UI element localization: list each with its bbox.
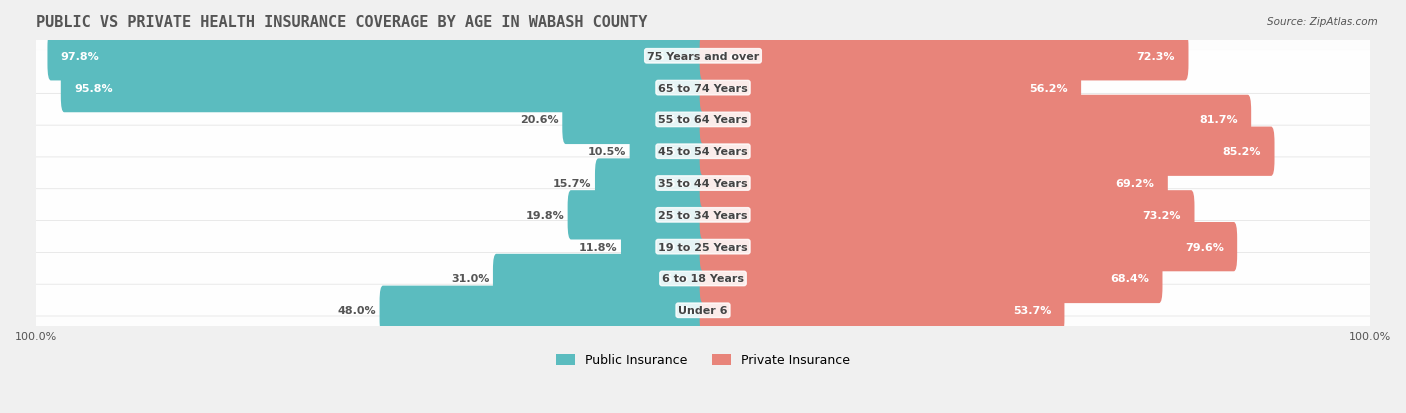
Text: 20.6%: 20.6% [520,115,560,125]
FancyBboxPatch shape [700,191,1195,240]
Text: 11.8%: 11.8% [579,242,617,252]
Text: 85.2%: 85.2% [1223,147,1261,157]
FancyBboxPatch shape [630,127,706,176]
FancyBboxPatch shape [48,32,706,81]
Text: 25 to 34 Years: 25 to 34 Years [661,210,745,220]
Legend: Public Insurance, Private Insurance: Public Insurance, Private Insurance [551,349,855,372]
Text: 97.8%: 97.8% [60,52,100,62]
Text: 65 to 74 Years: 65 to 74 Years [661,83,745,93]
Text: PUBLIC VS PRIVATE HEALTH INSURANCE COVERAGE BY AGE IN WABASH COUNTY: PUBLIC VS PRIVATE HEALTH INSURANCE COVER… [37,15,648,30]
Text: 73.2%: 73.2% [1143,210,1181,220]
Text: 19 to 25 Years: 19 to 25 Years [658,242,748,252]
Text: 45 to 54 Years: 45 to 54 Years [658,147,748,157]
Text: 19.8%: 19.8% [526,210,564,220]
FancyBboxPatch shape [34,210,1372,285]
FancyBboxPatch shape [700,127,1274,176]
FancyBboxPatch shape [34,19,1372,94]
FancyBboxPatch shape [700,64,1081,113]
Text: Under 6: Under 6 [678,306,728,316]
Text: 6 to 18 Years: 6 to 18 Years [662,274,744,284]
Text: 56.2%: 56.2% [1029,83,1067,93]
FancyBboxPatch shape [568,191,706,240]
Text: Source: ZipAtlas.com: Source: ZipAtlas.com [1267,17,1378,26]
FancyBboxPatch shape [562,95,706,145]
Text: 6 to 18 Years: 6 to 18 Years [665,274,741,284]
FancyBboxPatch shape [380,286,706,335]
FancyBboxPatch shape [700,286,1064,335]
FancyBboxPatch shape [34,178,1372,253]
FancyBboxPatch shape [34,114,1372,189]
Text: 69.2%: 69.2% [1115,178,1154,189]
FancyBboxPatch shape [494,254,706,304]
Text: Under 6: Under 6 [679,306,727,316]
FancyBboxPatch shape [34,146,1372,221]
FancyBboxPatch shape [34,83,1372,158]
Text: 48.0%: 48.0% [337,306,377,316]
Text: 19 to 25 Years: 19 to 25 Years [661,242,745,252]
Text: 35 to 44 Years: 35 to 44 Years [661,178,745,189]
FancyBboxPatch shape [621,223,706,272]
Text: 10.5%: 10.5% [588,147,626,157]
Text: 31.0%: 31.0% [451,274,489,284]
Text: 45 to 54 Years: 45 to 54 Years [661,147,745,157]
FancyBboxPatch shape [700,95,1251,145]
Text: 15.7%: 15.7% [553,178,592,189]
Text: 25 to 34 Years: 25 to 34 Years [658,210,748,220]
Text: 81.7%: 81.7% [1199,115,1237,125]
Text: 95.8%: 95.8% [75,83,112,93]
FancyBboxPatch shape [700,254,1163,304]
FancyBboxPatch shape [34,273,1372,348]
Text: 72.3%: 72.3% [1136,52,1175,62]
Text: 79.6%: 79.6% [1185,242,1223,252]
Text: 55 to 64 Years: 55 to 64 Years [661,115,745,125]
Text: 55 to 64 Years: 55 to 64 Years [658,115,748,125]
FancyBboxPatch shape [700,32,1188,81]
Text: 53.7%: 53.7% [1012,306,1052,316]
FancyBboxPatch shape [595,159,706,208]
FancyBboxPatch shape [700,159,1168,208]
FancyBboxPatch shape [700,223,1237,272]
Text: 68.4%: 68.4% [1111,274,1149,284]
FancyBboxPatch shape [60,64,706,113]
Text: 75 Years and over: 75 Years and over [647,52,759,62]
Text: 35 to 44 Years: 35 to 44 Years [658,178,748,189]
Text: 65 to 74 Years: 65 to 74 Years [658,83,748,93]
FancyBboxPatch shape [34,241,1372,316]
Text: 75 Years and over: 75 Years and over [650,52,756,62]
FancyBboxPatch shape [34,51,1372,126]
